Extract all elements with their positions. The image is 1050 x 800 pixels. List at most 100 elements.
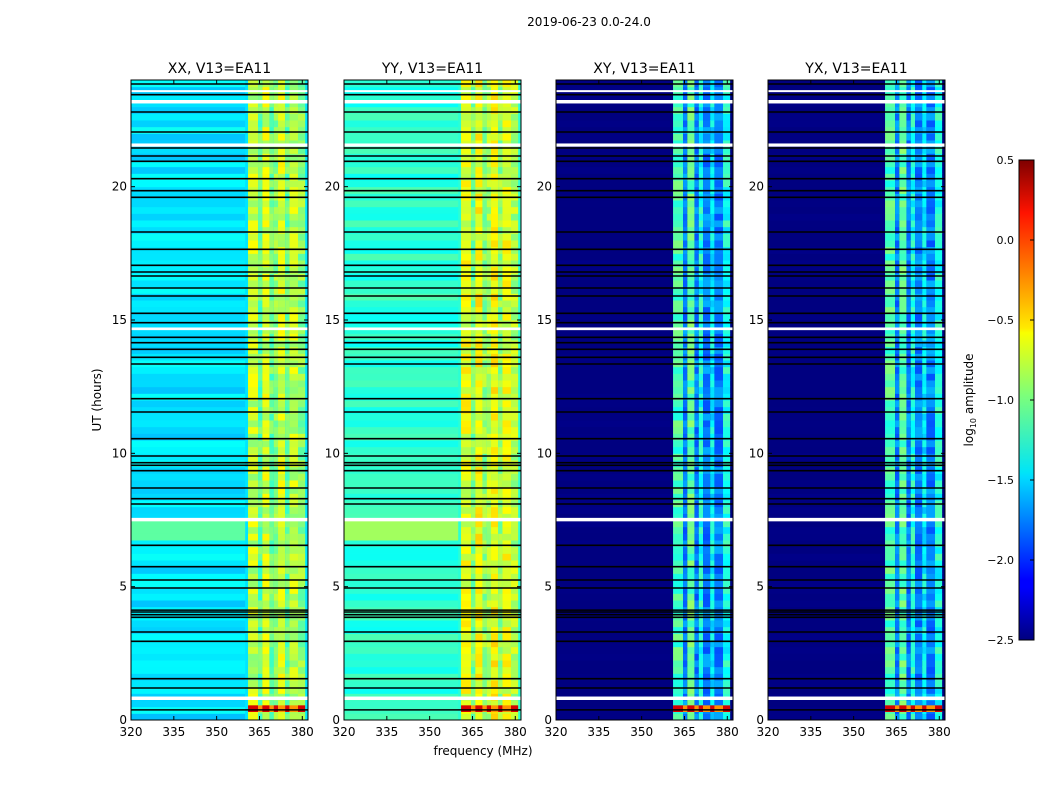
band-cell: [673, 540, 684, 548]
band-cell: [498, 713, 503, 720]
band-cell: [285, 113, 290, 121]
band-cell: [511, 253, 519, 261]
band-cell: [273, 493, 279, 501]
band-cell: [258, 280, 263, 288]
band-cell: [906, 253, 911, 261]
band-cell: [461, 300, 472, 308]
high-amplitude-cell: [922, 705, 927, 712]
band-cell: [885, 680, 896, 688]
heatmap-row: [556, 546, 671, 554]
band-cell: [687, 520, 695, 528]
band-cell: [482, 126, 487, 134]
band-cell: [285, 673, 290, 681]
band-cell: [710, 460, 715, 468]
heatmap-row: [768, 526, 883, 534]
heatmap-row: [131, 566, 246, 574]
band-cell: [710, 540, 715, 548]
band-cell: [482, 373, 487, 381]
band-cell: [683, 240, 688, 248]
band-cell: [269, 620, 274, 628]
band-cell: [258, 293, 263, 301]
band-cell: [491, 206, 499, 214]
band-cell: [899, 106, 907, 114]
band-cell: [269, 293, 274, 301]
flagged-interval: [131, 696, 308, 700]
band-cell: [278, 240, 286, 248]
band-cell: [258, 633, 263, 641]
band-cell: [703, 106, 711, 114]
band-cell: [899, 660, 907, 668]
heatmap-row: [556, 573, 671, 581]
band-cell: [502, 540, 512, 548]
band-cell: [498, 380, 503, 388]
band-cell: [926, 400, 936, 408]
band-cell: [248, 220, 259, 228]
band-cell: [482, 153, 487, 161]
heatmap-row: [344, 433, 459, 441]
band-cell: [906, 453, 911, 461]
band-cell: [885, 300, 896, 308]
band-cell: [285, 320, 290, 328]
band-cell: [714, 600, 724, 608]
band-cell: [703, 100, 711, 108]
band-cell: [922, 366, 927, 374]
band-cell: [258, 453, 263, 461]
band-cell: [491, 626, 499, 634]
band-cell: [511, 226, 519, 234]
heatmap-row: [556, 593, 671, 601]
y-tick-label: 20: [749, 180, 764, 194]
heatmap-row: [556, 160, 671, 168]
band-cell: [703, 406, 711, 414]
band-cell: [289, 373, 299, 381]
band-cell: [926, 686, 936, 694]
band-cell: [895, 306, 900, 314]
band-cell: [922, 106, 927, 114]
band-cell: [471, 253, 476, 261]
heatmap-row: [556, 206, 671, 214]
band-cell: [289, 273, 299, 281]
band-cell: [694, 526, 699, 534]
heatmap-row: [131, 393, 246, 401]
band-cell: [935, 626, 943, 634]
band-cell: [273, 226, 279, 234]
band-cell: [895, 506, 900, 514]
band-cell: [491, 286, 499, 294]
band-cell: [687, 266, 695, 274]
band-cell: [298, 566, 306, 574]
band-cell: [906, 120, 911, 128]
band-cell: [910, 460, 916, 468]
high-amplitude-cell: [491, 705, 499, 712]
y-tick-label: 15: [112, 313, 127, 327]
band-cell: [475, 240, 483, 248]
band-cell: [906, 460, 911, 468]
band-cell: [491, 713, 499, 720]
band-cell: [269, 106, 274, 114]
band-cell: [885, 526, 896, 534]
band-cell: [258, 260, 263, 268]
band-cell: [895, 633, 900, 641]
band-cell: [906, 493, 911, 501]
band-cell: [926, 493, 936, 501]
band-cell: [899, 453, 907, 461]
band-cell: [703, 326, 711, 334]
band-cell: [910, 273, 916, 281]
band-cell: [482, 553, 487, 561]
band-cell: [482, 680, 487, 688]
band-cell: [935, 526, 943, 534]
heatmap-row: [768, 646, 883, 654]
band-cell: [698, 453, 704, 461]
band-cell: [298, 446, 306, 454]
band-cell: [694, 326, 699, 334]
band-cell: [895, 653, 900, 661]
band-cell: [935, 593, 943, 601]
band-cell: [899, 573, 907, 581]
band-cell: [273, 126, 279, 134]
band-cell: [278, 480, 286, 488]
band-cell: [258, 113, 263, 121]
band-cell: [285, 213, 290, 221]
high-amplitude-cell: [278, 705, 286, 712]
band-cell: [895, 320, 900, 328]
band-cell: [269, 166, 274, 174]
band-cell: [703, 93, 711, 101]
band-cell: [471, 153, 476, 161]
